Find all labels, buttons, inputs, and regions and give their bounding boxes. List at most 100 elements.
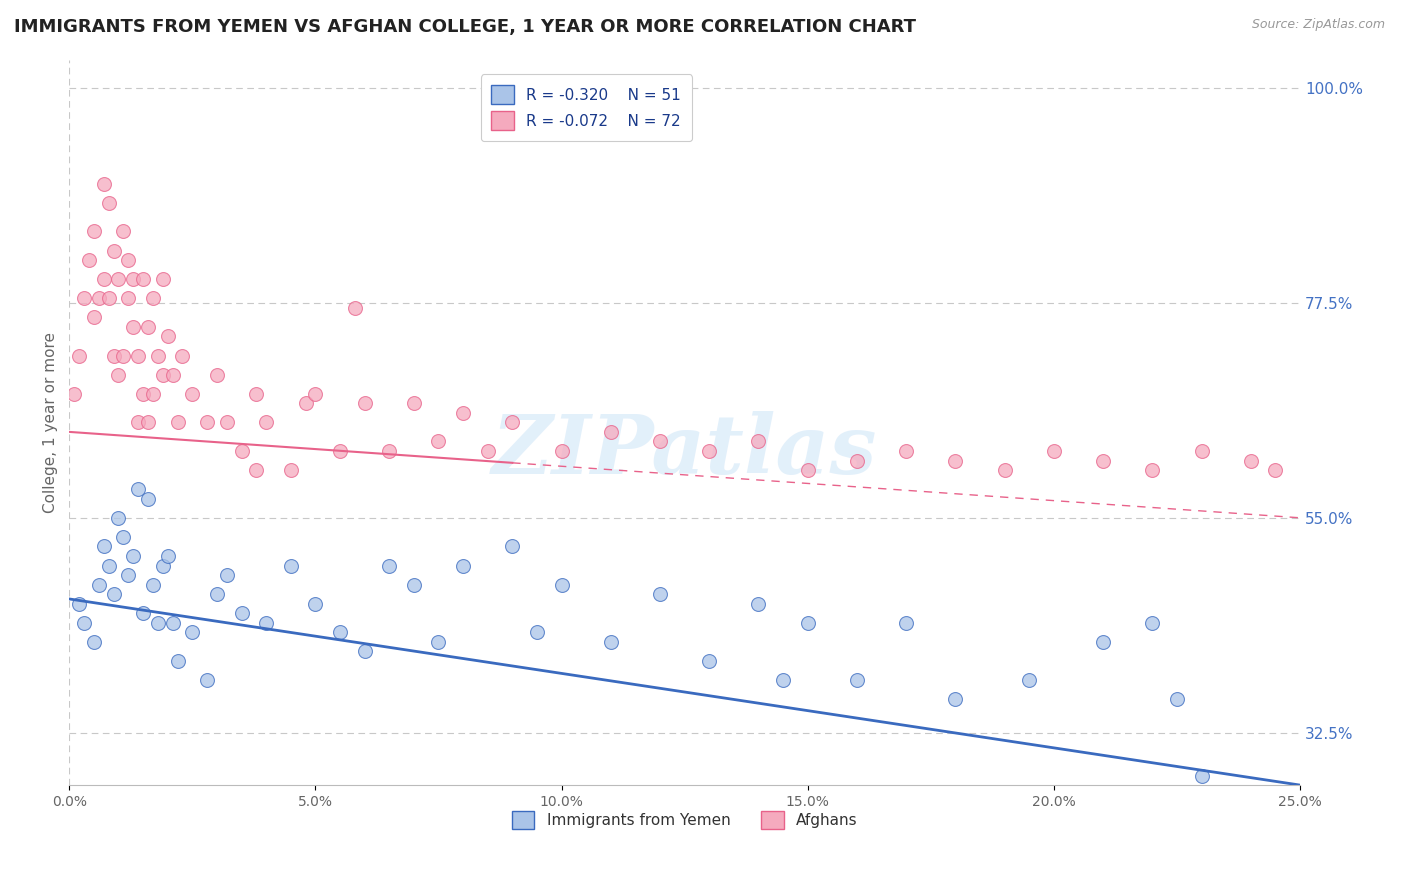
Immigrants from Yemen — [1191, 768, 1213, 782]
Afghans — [87, 291, 110, 305]
Afghans — [796, 463, 818, 477]
Afghans — [103, 349, 125, 363]
Afghans — [501, 415, 523, 429]
Afghans — [477, 444, 499, 458]
Afghans — [152, 368, 174, 382]
Afghans — [845, 453, 868, 467]
Afghans — [67, 349, 90, 363]
Immigrants from Yemen — [122, 549, 145, 563]
Afghans — [77, 253, 100, 268]
Afghans — [146, 349, 169, 363]
Afghans — [127, 349, 149, 363]
Afghans — [172, 349, 194, 363]
Afghans — [994, 463, 1017, 477]
Afghans — [1092, 453, 1115, 467]
Immigrants from Yemen — [215, 568, 238, 582]
Afghans — [132, 272, 155, 286]
Afghans — [112, 349, 135, 363]
Immigrants from Yemen — [1166, 692, 1188, 706]
Afghans — [136, 415, 159, 429]
Immigrants from Yemen — [304, 597, 326, 611]
Immigrants from Yemen — [146, 615, 169, 630]
Afghans — [945, 453, 967, 467]
Immigrants from Yemen — [894, 615, 917, 630]
Immigrants from Yemen — [73, 615, 96, 630]
Afghans — [329, 444, 352, 458]
Afghans — [152, 272, 174, 286]
Immigrants from Yemen — [132, 607, 155, 621]
Afghans — [166, 415, 188, 429]
Afghans — [427, 434, 450, 449]
Immigrants from Yemen — [402, 577, 425, 591]
Afghans — [132, 386, 155, 401]
Afghans — [1240, 453, 1263, 467]
Immigrants from Yemen — [648, 587, 671, 601]
Afghans — [112, 224, 135, 238]
Afghans — [73, 291, 96, 305]
Afghans — [107, 272, 129, 286]
Afghans — [142, 291, 165, 305]
Afghans — [63, 386, 86, 401]
Afghans — [254, 415, 277, 429]
Y-axis label: College, 1 year or more: College, 1 year or more — [44, 332, 58, 513]
Afghans — [1264, 463, 1286, 477]
Immigrants from Yemen — [280, 558, 302, 573]
Afghans — [122, 319, 145, 334]
Immigrants from Yemen — [107, 510, 129, 524]
Immigrants from Yemen — [152, 558, 174, 573]
Immigrants from Yemen — [254, 615, 277, 630]
Immigrants from Yemen — [329, 625, 352, 640]
Afghans — [97, 291, 120, 305]
Afghans — [83, 224, 105, 238]
Afghans — [117, 291, 139, 305]
Immigrants from Yemen — [142, 577, 165, 591]
Immigrants from Yemen — [427, 635, 450, 649]
Afghans — [304, 386, 326, 401]
Afghans — [280, 463, 302, 477]
Afghans — [378, 444, 401, 458]
Afghans — [1191, 444, 1213, 458]
Immigrants from Yemen — [166, 654, 188, 668]
Afghans — [231, 444, 253, 458]
Immigrants from Yemen — [353, 644, 375, 658]
Afghans — [93, 272, 115, 286]
Afghans — [245, 386, 267, 401]
Afghans — [550, 444, 572, 458]
Afghans — [107, 368, 129, 382]
Afghans — [83, 310, 105, 325]
Afghans — [343, 301, 366, 315]
Immigrants from Yemen — [697, 654, 720, 668]
Afghans — [1043, 444, 1066, 458]
Immigrants from Yemen — [1142, 615, 1164, 630]
Immigrants from Yemen — [67, 597, 90, 611]
Afghans — [353, 396, 375, 410]
Afghans — [162, 368, 184, 382]
Immigrants from Yemen — [127, 482, 149, 496]
Afghans — [205, 368, 228, 382]
Immigrants from Yemen — [945, 692, 967, 706]
Immigrants from Yemen — [136, 491, 159, 506]
Immigrants from Yemen — [181, 625, 204, 640]
Afghans — [156, 329, 179, 343]
Immigrants from Yemen — [772, 673, 794, 687]
Text: ZIPatlas: ZIPatlas — [492, 411, 877, 491]
Afghans — [648, 434, 671, 449]
Immigrants from Yemen — [501, 540, 523, 554]
Immigrants from Yemen — [550, 577, 572, 591]
Immigrants from Yemen — [112, 530, 135, 544]
Afghans — [122, 272, 145, 286]
Afghans — [195, 415, 218, 429]
Immigrants from Yemen — [83, 635, 105, 649]
Immigrants from Yemen — [1018, 673, 1040, 687]
Afghans — [117, 253, 139, 268]
Afghans — [136, 319, 159, 334]
Afghans — [93, 177, 115, 191]
Afghans — [103, 244, 125, 258]
Immigrants from Yemen — [162, 615, 184, 630]
Afghans — [894, 444, 917, 458]
Immigrants from Yemen — [195, 673, 218, 687]
Afghans — [599, 425, 621, 439]
Afghans — [127, 415, 149, 429]
Immigrants from Yemen — [205, 587, 228, 601]
Immigrants from Yemen — [103, 587, 125, 601]
